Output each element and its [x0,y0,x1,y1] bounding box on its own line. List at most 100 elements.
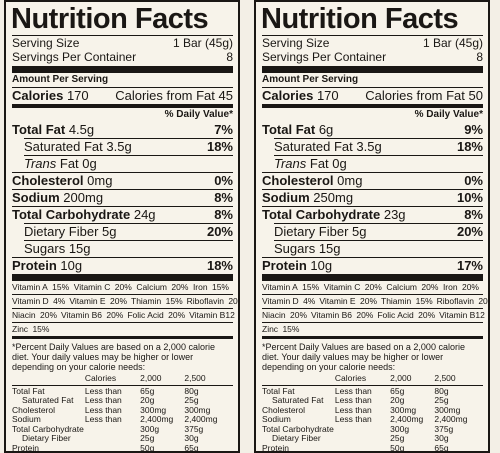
vitamin-cell: Vitamin B6 20% [61,309,127,322]
nutrient-amount: 10g [60,258,83,273]
nutrient-list: Total Fat 6g 9% Saturated Fat 3.5g 18% Trans… [262,122,483,274]
calories-fat-value: 45 [218,88,233,103]
vitamin-row: Vitamin D 4% Vitamin E 20% Thiamin 15% Ribo… [262,294,488,308]
vitamin-name: Vitamin E [319,296,356,306]
dv-table-row: Sodium Less than 2,400mg 2,400mg [12,414,233,425]
dv-table-row: Protein 50g 65g [262,443,483,452]
nutrient-row: Dietary Fiber 5g 20% [12,224,233,240]
vitamin-cell: Vitamin B6 20% [311,309,377,322]
vitamin-name: Vitamin A [12,282,48,292]
dv-table-cell: Saturated Fat [272,395,324,405]
dv-table-cell: Sodium [262,414,291,424]
vitamin-name: Vitamin B6 [61,310,102,320]
servings-label: Servings Per Container [262,50,387,64]
panel-title: Nutrition Facts [261,3,459,35]
nutrient-daily-percent: 8% [464,207,483,222]
dv-table-cell: 300g [390,423,410,434]
nutrient-row: Sugars 15g [12,241,233,257]
servings-label: Servings Per Container [12,50,137,64]
vitamin-name: Vitamin A [262,282,298,292]
dv-table-cell: Sodium [12,414,41,424]
nutrient-label: Protein [262,258,307,273]
dv-table-cell: 65g [140,384,185,396]
nutrient-row: Sodium 200mg 8% [12,190,233,206]
vitamin-name: Vitamin C [323,282,361,292]
dv-table-cell: Less than [334,384,391,396]
vitamin-percent [479,324,481,334]
dv-table-cell [335,425,390,435]
nutrient-row: Cholesterol 0mg 0% [12,173,233,189]
nutrient-label: Sodium [12,190,60,205]
serving-size-label: Serving Size [12,36,80,50]
vitamin-percent: 20% [478,296,488,306]
vitamin-cell [357,323,363,336]
vitamin-percent: 20% [114,282,132,292]
nutrient-list: Total Fat 4.5g 7% Saturated Fat 3.5g 18% Tra… [12,122,233,274]
nutrient-amount: 3.5g [106,139,132,154]
nutrient-row: Total Carbohydrate 24g 8% [12,207,233,223]
nutrient-amount: 3.5g [356,139,382,154]
vitamin-percent: 15% [165,296,183,306]
dv-table-cell: 20g [140,395,155,405]
nutrient-row: Saturated Fat 3.5g 18% [12,139,233,155]
calories-label: Calories [12,88,64,103]
dv-table-cell: Less than [84,414,122,424]
vitamin-cell: Thiamin 15% [131,295,187,308]
nutrient-row: Sugars 15g [262,241,483,257]
vitamin-cell: Zinc 15% [262,323,303,336]
vitamin-name: Vitamin B6 [311,310,352,320]
vitamin-row: Zinc 15% [262,322,483,336]
vitamin-cell: Folic Acid 20% [377,309,439,322]
vitamin-name: Niacin [262,310,286,320]
vitamin-row: Vitamin D 4% Vitamin E 20% Thiamin 15% Ribo… [12,294,238,308]
vitamin-cell: Vitamin A 15% [262,281,323,294]
dv-table-cell [335,444,390,452]
vitamin-percent: 15% [282,324,300,334]
nutrient-daily-percent: 20% [206,224,233,239]
vitamin-percent [169,324,171,334]
nutrient-label: Total Carbohydrate [12,207,131,222]
vitamin-name: Folic Acid [127,310,164,320]
nutrient-daily-percent: 10% [456,190,483,205]
vitamin-percent: 4% [303,296,316,306]
vitamin-name: Zinc [262,324,279,334]
servings-value: 8 [226,50,233,64]
vitamin-name: Vitamin B12 [189,310,235,320]
nutrient-label: Saturated Fat [274,139,353,154]
nutrient-row: Protein 10g 17% [262,258,483,274]
nutrient-daily-percent: 18% [206,258,233,273]
nutrient-amount: Fat 0g [309,156,347,171]
vitamin-name: Thiamin [131,296,162,306]
vitamin-cell: Vitamin B12 20% [189,309,238,322]
vitamin-name: Calcium [386,282,418,292]
vitamin-percent: 20% [171,282,189,292]
servings-row: Servings Per Container 8 [262,50,483,64]
nutrient-amount: 6g [318,122,334,137]
vitamin-percent: 20% [421,282,439,292]
vitamin-row: Vitamin A 15% Vitamin C 20% Calcium 20% Iro… [262,281,483,294]
nutrient-amount: 5g [352,224,367,239]
nutrient-row: Saturated Fat 3.5g 18% [262,139,483,155]
dv-table-cell: 300mg [434,404,461,415]
vitamin-percent: 15% [52,282,70,292]
calories-fat-label: Calories from Fat [365,88,465,103]
nutrient-daily-percent: 20% [456,224,483,239]
nutrient-label: Sodium [262,190,310,205]
dv-table-cell: Total Fat [262,384,335,396]
vitamin-percent: 20% [418,310,436,320]
vitamin-cell: Calcium 20% [136,281,192,294]
vitamin-percent: 15% [32,324,50,334]
nutrient-amount: 23g [383,207,406,222]
vitamin-percent [419,324,421,334]
vitamin-cell: Thiamin 15% [381,295,437,308]
nutrient-label: Sugars [274,241,316,256]
nutrient-amount: 15g [68,241,91,256]
dv-table-row: Total Fat Less than 65g 80g [12,384,233,396]
nutrient-label: Dietary Fiber [24,224,99,239]
nutrient-amount: 5g [102,224,117,239]
vitamin-cell [227,323,233,336]
nutrient-label: Protein [12,258,57,273]
nutrient-label: Trans [24,156,57,171]
dv-table-row: Total Carbohydrate 300g 375g [262,423,483,435]
dv-table-header-cell [12,374,85,385]
